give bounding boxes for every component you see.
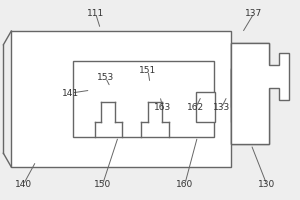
Polygon shape — [231, 43, 289, 144]
Bar — [231, 43, 269, 144]
Bar — [196, 92, 215, 122]
Bar — [73, 61, 214, 137]
Text: 153: 153 — [97, 73, 114, 82]
Text: 130: 130 — [258, 180, 275, 189]
Text: 160: 160 — [176, 180, 193, 189]
Text: 162: 162 — [187, 103, 204, 112]
Text: 163: 163 — [154, 103, 172, 112]
Text: 150: 150 — [94, 180, 111, 189]
Text: 137: 137 — [245, 9, 263, 18]
Text: 140: 140 — [15, 180, 32, 189]
Text: 133: 133 — [213, 103, 230, 112]
Text: 151: 151 — [140, 66, 157, 75]
Text: 141: 141 — [62, 89, 79, 98]
Bar — [231, 68, 253, 122]
Bar — [11, 31, 231, 167]
Text: 111: 111 — [87, 9, 104, 18]
Bar — [231, 69, 243, 107]
